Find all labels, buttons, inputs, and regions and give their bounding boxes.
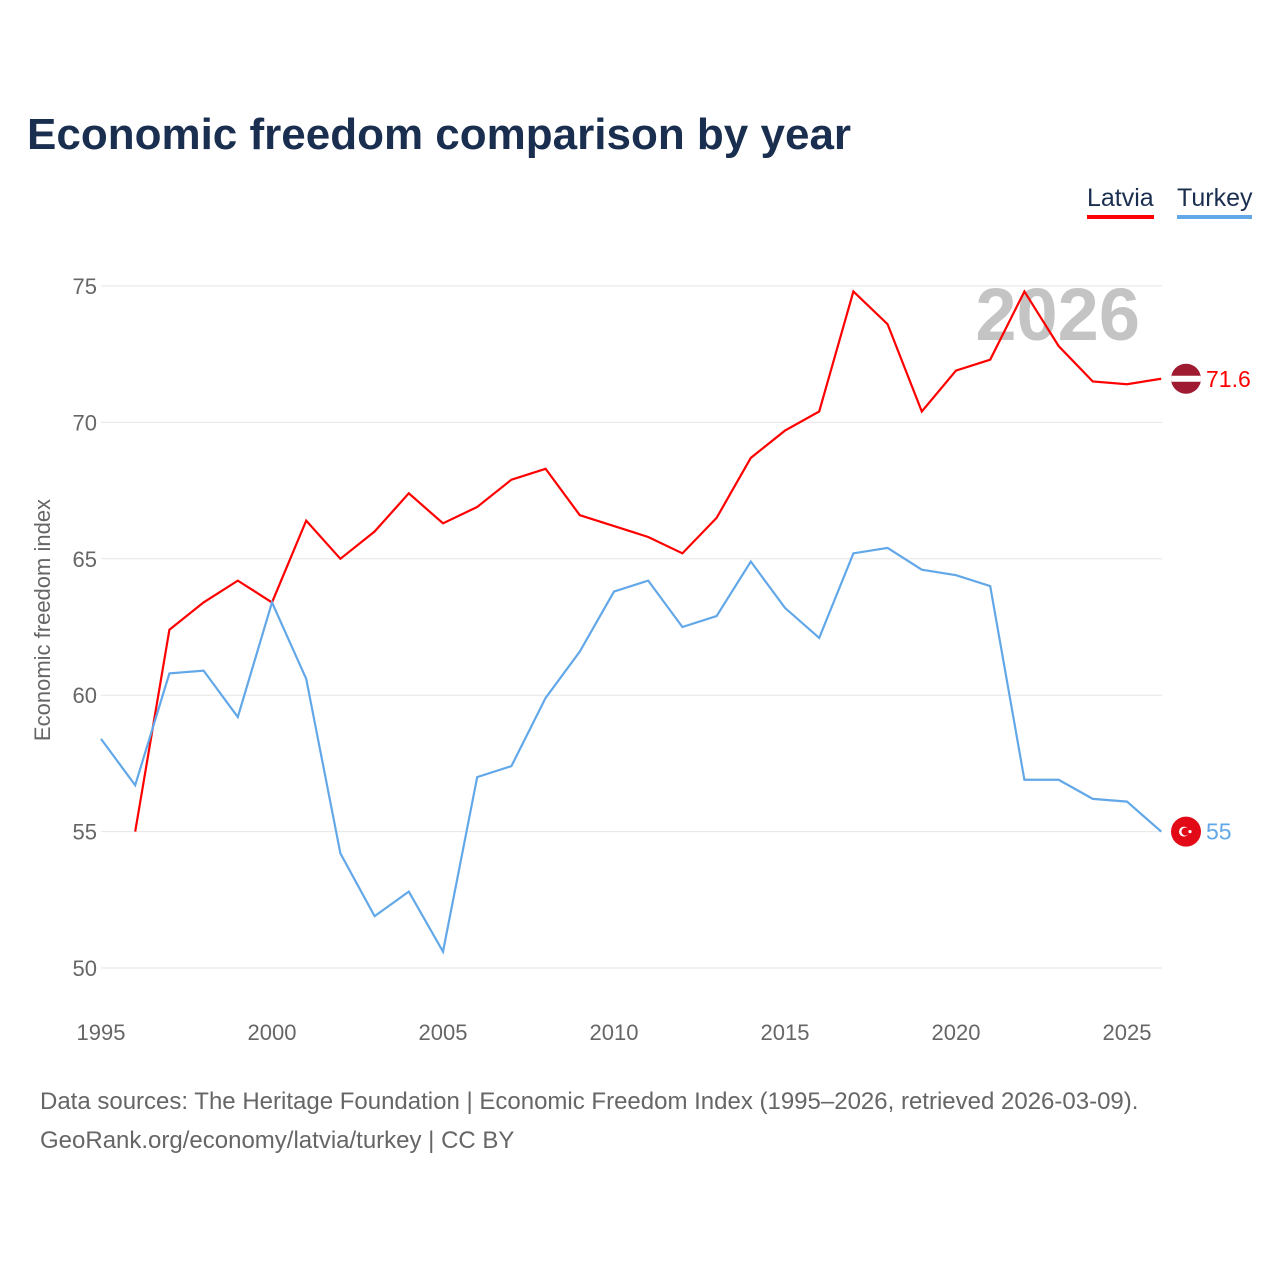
end-label-latvia: 71.6 — [1206, 366, 1251, 392]
x-tick-label: 2015 — [761, 1020, 810, 1045]
year-watermark: 2026 — [975, 273, 1140, 356]
y-tick-label: 65 — [73, 547, 97, 572]
y-axis-label: Economic freedom index — [30, 499, 55, 741]
turkey-flag-icon — [1171, 816, 1201, 847]
series-line-latvia[interactable] — [134, 289, 1162, 832]
legend-turkey[interactable]: Turkey — [1177, 184, 1253, 219]
end-label-turkey: 55 — [1206, 819, 1232, 845]
y-tick-label: 75 — [73, 274, 97, 299]
x-tick-label: 2010 — [590, 1020, 639, 1045]
chart-title: Economic freedom comparison by year — [27, 110, 852, 159]
footer-link: GeoRank.org/economy/latvia/turkey | CC B… — [40, 1127, 515, 1154]
legend-latvia[interactable]: Latvia — [1087, 184, 1154, 219]
footer-sources: Data sources: The Heritage Foundation | … — [40, 1088, 1139, 1115]
x-tick-label: 2005 — [419, 1020, 468, 1045]
x-tick-label: 1995 — [77, 1020, 126, 1045]
series-line-turkey[interactable] — [100, 546, 1162, 955]
y-tick-label: 60 — [73, 683, 97, 708]
y-tick-label: 50 — [73, 956, 97, 981]
x-tick-label: 2020 — [932, 1020, 981, 1045]
x-tick-label: 2000 — [248, 1020, 297, 1045]
latvia-flag-icon — [1171, 363, 1201, 394]
line-chart: 50 55 60 65 70 75 1995 2000 2005 2010 2015 2020 2025… — [30, 273, 1251, 1045]
x-tick-label: 2025 — [1103, 1020, 1152, 1045]
y-tick-label: 70 — [73, 410, 97, 435]
y-tick-label: 55 — [73, 820, 97, 845]
